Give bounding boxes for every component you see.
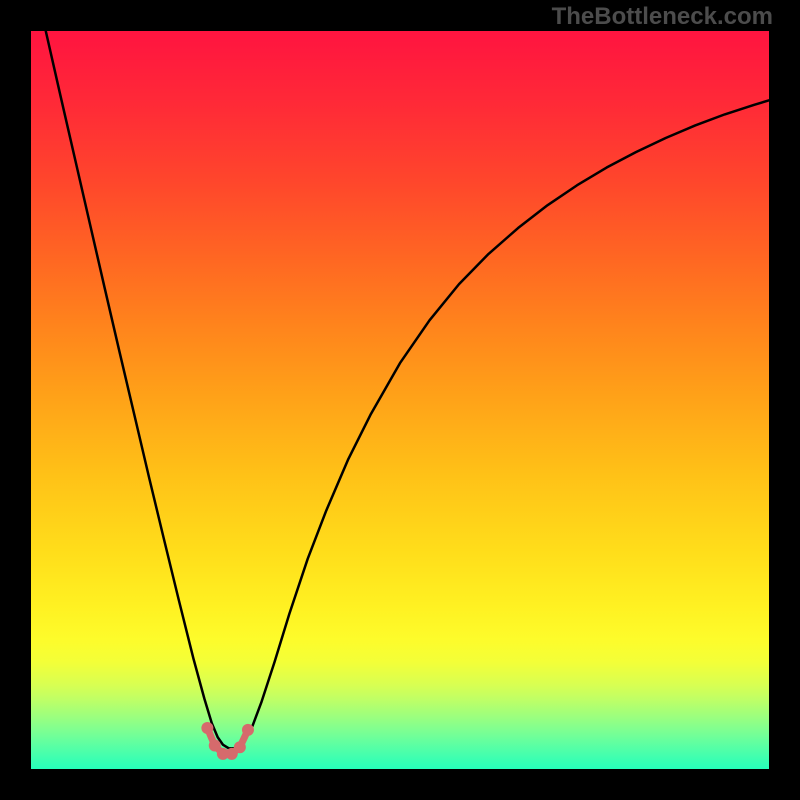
v-curve xyxy=(46,31,769,748)
plot-area xyxy=(31,31,769,769)
watermark-label: TheBottleneck.com xyxy=(552,3,773,31)
chart-frame: TheBottleneck.com xyxy=(0,0,800,800)
floor-marker-dot xyxy=(242,724,254,736)
floor-marker-dot xyxy=(201,722,213,734)
curve-layer xyxy=(31,31,769,769)
floor-marker-dot xyxy=(234,741,246,753)
